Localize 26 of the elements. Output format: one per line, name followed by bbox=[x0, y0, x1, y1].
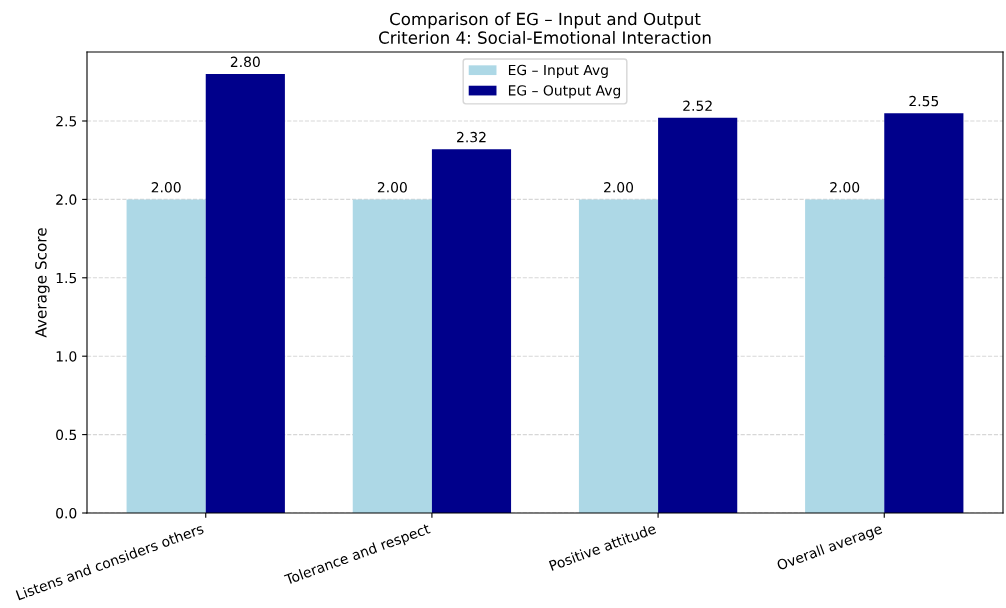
bar bbox=[205, 73, 285, 513]
y-tick-label: 2.0 bbox=[56, 194, 77, 205]
y-tick-label: 0.0 bbox=[56, 507, 77, 519]
bar bbox=[126, 199, 206, 513]
y-tick-label: 1.0 bbox=[56, 351, 77, 362]
data-label: 2.00 bbox=[151, 182, 181, 193]
data-label: 2.52 bbox=[683, 100, 712, 111]
legend-label: EG – Input Avg bbox=[508, 64, 608, 78]
data-label: 2.80 bbox=[230, 56, 260, 68]
bar bbox=[805, 199, 885, 513]
chart-title: Comparison of EG – Input and Output Criterion 4: Social-Emotional Interaction bbox=[379, 12, 711, 44]
data-label: 2.00 bbox=[377, 182, 407, 193]
y-tick-label: 1.5 bbox=[56, 272, 77, 284]
bar bbox=[884, 113, 964, 513]
bar bbox=[658, 117, 738, 513]
legend-label: EG – Output Avg bbox=[508, 85, 621, 99]
bar bbox=[352, 199, 432, 513]
data-label: 2.32 bbox=[457, 131, 486, 143]
data-label: 2.00 bbox=[830, 182, 860, 193]
y-axis-title: Average Score bbox=[35, 228, 50, 338]
y-tick-label: 2.5 bbox=[56, 115, 77, 127]
y-tick-label: 0.5 bbox=[56, 429, 77, 441]
data-label: 2.55 bbox=[909, 95, 939, 107]
bar bbox=[431, 149, 512, 513]
bar bbox=[578, 199, 659, 513]
data-label: 2.00 bbox=[604, 182, 634, 193]
